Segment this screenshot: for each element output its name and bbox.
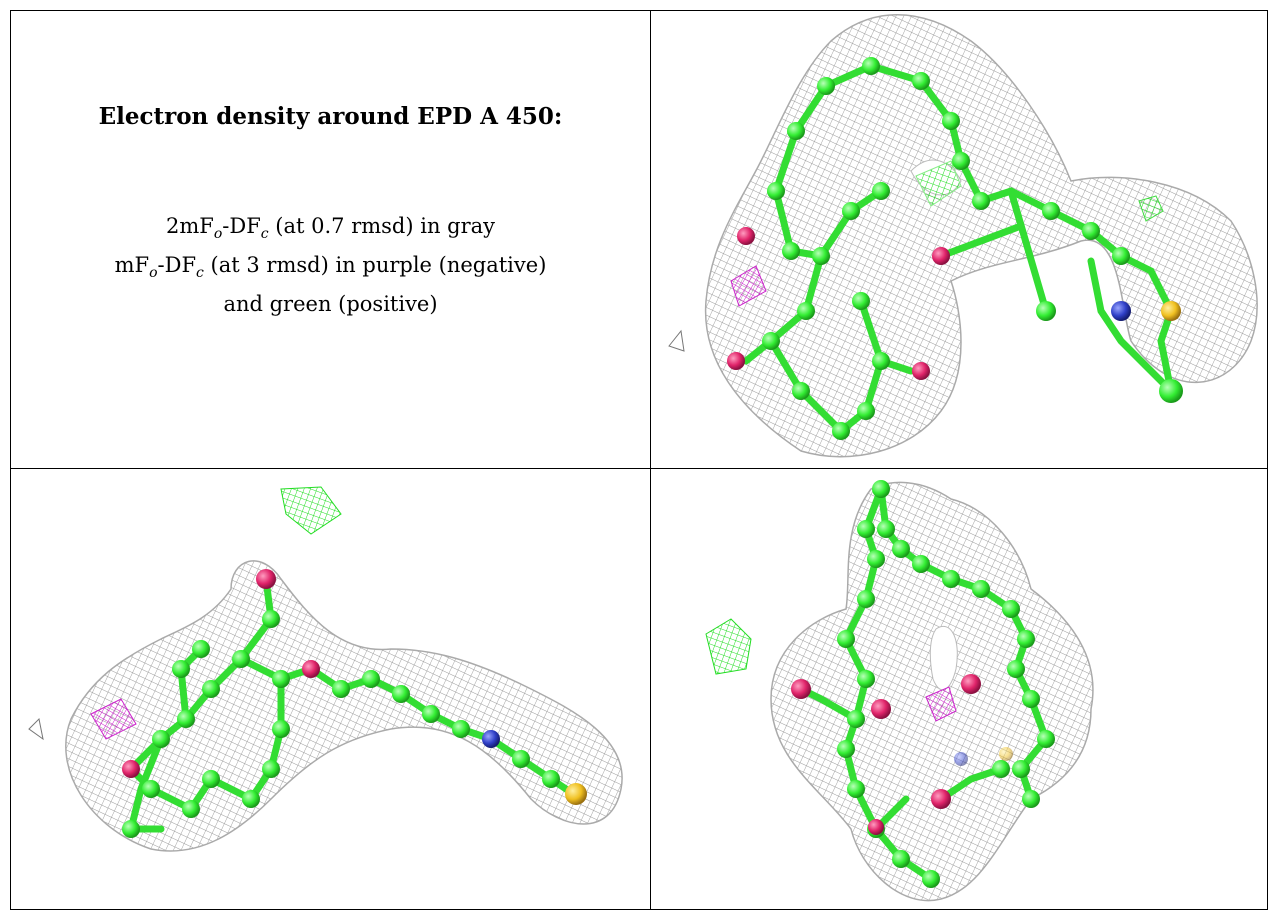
density-view-1 bbox=[651, 11, 1267, 468]
gray-mesh-density bbox=[66, 561, 622, 851]
gray-mesh-fragment bbox=[29, 719, 43, 739]
gray-mesh-density bbox=[771, 482, 1093, 900]
density-render-3 bbox=[651, 469, 1267, 909]
positive-density-blob bbox=[706, 619, 751, 674]
density-view-3 bbox=[651, 469, 1267, 909]
caption-cell: Electron density around EPD A 450: 2mFo-… bbox=[11, 11, 650, 468]
density-title: Electron density around EPD A 450: bbox=[11, 103, 650, 130]
density-render-1 bbox=[651, 11, 1267, 468]
legend-line-1: 2mFo-DFc (at 0.7 rmsd) in gray bbox=[11, 211, 650, 250]
density-view-2 bbox=[11, 469, 650, 909]
density-legend: 2mFo-DFc (at 0.7 rmsd) in gray mFo-DFc (… bbox=[11, 211, 650, 320]
legend-line-2: mFo-DFc (at 3 rmsd) in purple (negative) bbox=[11, 250, 650, 289]
gray-mesh-fragment bbox=[669, 331, 684, 351]
legend-line-3: and green (positive) bbox=[11, 289, 650, 320]
density-render-2 bbox=[11, 469, 650, 909]
positive-density-blob bbox=[281, 487, 341, 534]
